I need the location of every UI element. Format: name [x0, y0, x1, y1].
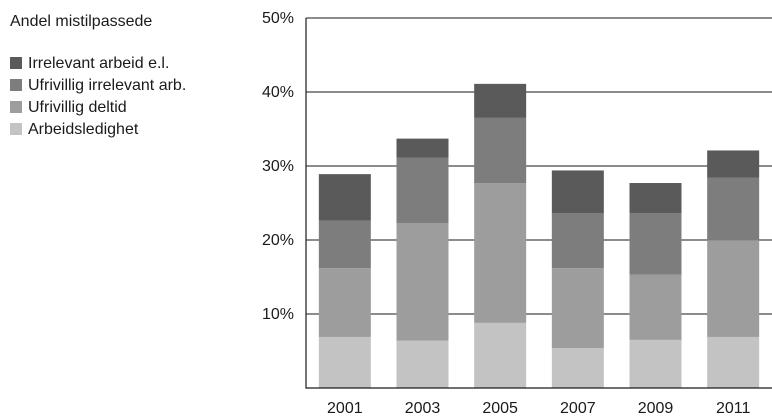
bar-segment-2003-3 — [396, 138, 449, 158]
x-tick-label: 2005 — [482, 400, 518, 417]
x-tick-label: 2001 — [327, 400, 363, 417]
legend-label: Irrelevant arbeid e.l. — [28, 55, 169, 72]
y-tick-label: 50% — [262, 10, 294, 27]
bar-segment-2005-0 — [474, 322, 527, 388]
bar-segment-2003-2 — [396, 157, 449, 223]
legend-swatch — [10, 101, 22, 113]
bar-segment-2007-2 — [551, 213, 604, 269]
bar-segment-2009-1 — [629, 274, 682, 340]
y-tick-label: 30% — [262, 158, 294, 175]
bar-segment-2007-3 — [551, 170, 604, 214]
x-tick-label: 2011 — [716, 400, 751, 417]
axis-lines — [305, 18, 772, 389]
bar-segment-2011-2 — [707, 177, 760, 241]
x-tick-label: 2003 — [405, 400, 441, 417]
bar-segment-2009-2 — [629, 213, 682, 275]
bar-segment-2007-1 — [551, 268, 604, 349]
gridlines — [306, 17, 772, 315]
legend-label: Ufrivillig deltid — [28, 99, 127, 116]
chart-title: Andel mistilpassede — [10, 13, 152, 30]
legend-swatch — [10, 79, 22, 91]
bar-segment-2009-0 — [629, 339, 682, 388]
y-tick-label: 20% — [262, 232, 294, 249]
bar-segment-2001-0 — [318, 336, 371, 388]
x-tick-label: 2007 — [560, 400, 596, 417]
bar-segment-2011-3 — [707, 150, 760, 178]
bar-segment-2005-3 — [474, 83, 527, 118]
bar-segment-2003-1 — [396, 222, 449, 341]
x-tick-label: 2009 — [638, 400, 674, 417]
legend-label: Arbeidsledighet — [28, 121, 139, 138]
y-tick-label: 40% — [262, 84, 294, 101]
bar-segment-2005-1 — [474, 183, 527, 323]
legend-swatch — [10, 123, 22, 135]
legend: Irrelevant arbeid e.l. Ufrivillig irrelev… — [10, 55, 186, 138]
bar-segment-2011-1 — [707, 240, 760, 337]
bars — [318, 83, 760, 388]
axes — [305, 18, 772, 389]
bar-segment-2001-3 — [318, 174, 371, 221]
bar-segment-2001-1 — [318, 268, 371, 337]
bar-segment-2003-0 — [396, 340, 449, 388]
bar-segment-2009-3 — [629, 183, 682, 214]
bar-segment-2007-0 — [551, 348, 604, 388]
legend-swatch — [10, 57, 22, 69]
bar-segment-2005-2 — [474, 117, 527, 184]
legend-label: Ufrivillig irrelevant arb. — [28, 77, 186, 94]
x-tick-labels: 2001 2003 2005 2007 2009 2011 — [327, 400, 750, 417]
y-tick-label: 10% — [262, 306, 294, 323]
bar-segment-2011-0 — [707, 336, 760, 388]
y-tick-labels: 10% 20% 30% 40% 50% — [262, 10, 294, 323]
bar-segment-2001-2 — [318, 220, 371, 269]
